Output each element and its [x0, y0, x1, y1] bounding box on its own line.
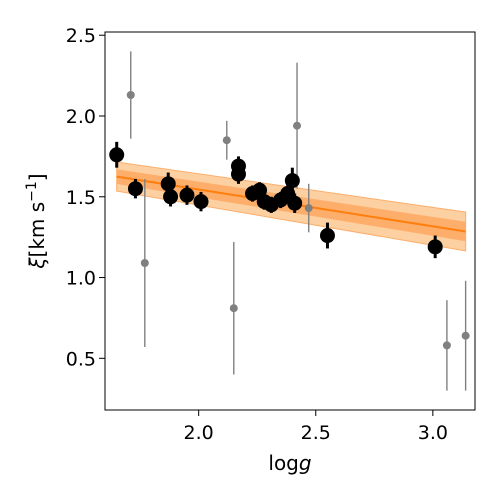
data-point	[193, 194, 209, 210]
y-tick-label: 2.0	[66, 106, 96, 128]
x-axis-label: logg	[268, 451, 311, 475]
y-tick-label: 2.5	[66, 25, 96, 47]
outlier-point	[304, 204, 313, 213]
y-axis-label-exponent: −1	[24, 181, 40, 202]
y-tick-label: 1.5	[66, 187, 96, 209]
y-axis-label-close: ]	[25, 173, 49, 181]
main-points	[109, 141, 443, 259]
data-point	[319, 228, 335, 244]
data-point	[163, 189, 179, 205]
x-tick-label: 2.5	[301, 422, 331, 444]
y-tick-label: 1.0	[66, 268, 96, 290]
data-point	[160, 176, 176, 192]
y-axis-label-symbol: ξ	[25, 257, 49, 270]
outlier-points	[126, 51, 470, 391]
y-axis-label-unit: [km s	[25, 202, 49, 258]
data-point	[127, 181, 143, 197]
x-tick-label: 3.0	[418, 422, 448, 444]
outlier-point	[222, 136, 231, 145]
outlier-point	[126, 91, 135, 99]
data-point	[427, 239, 443, 255]
outlier-point	[229, 304, 238, 313]
data-point	[284, 173, 300, 189]
data-point	[179, 187, 195, 203]
x-axis-label-main: log	[268, 451, 299, 475]
plot-frame	[104, 31, 476, 411]
data-point	[230, 166, 246, 182]
x-axis-label-italic: g	[299, 451, 312, 475]
data-point	[287, 195, 303, 211]
outlier-point	[442, 341, 451, 350]
x-tick-label: 2.0	[184, 422, 214, 444]
outlier-point	[293, 121, 302, 130]
data-point	[109, 147, 125, 163]
outlier-point	[140, 259, 149, 267]
y-ticks: 0.5 1.0 1.5 2.0 2.5	[66, 25, 105, 370]
outlier-point	[461, 331, 470, 340]
y-axis-label: ξ[km s−1]	[24, 173, 49, 269]
y-tick-label: 0.5	[66, 348, 96, 370]
x-ticks: 2.0 2.5 3.0	[184, 410, 448, 444]
